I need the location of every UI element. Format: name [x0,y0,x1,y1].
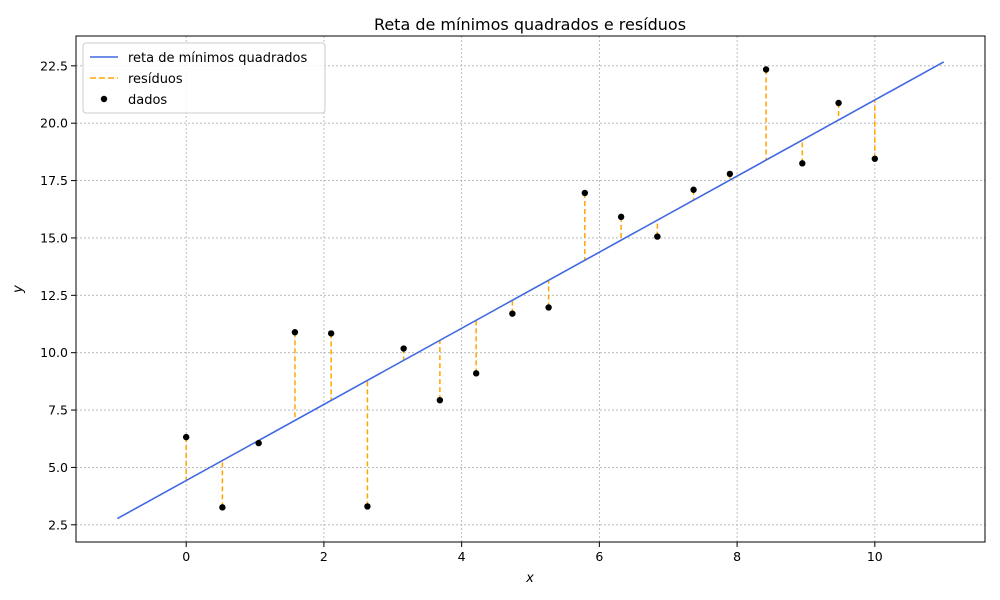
data-point [291,329,299,336]
x-tick-label: 8 [733,549,741,564]
fit-line-group [116,61,945,520]
y-tick-label: 22.5 [40,58,68,73]
data-point [654,233,661,240]
data-point [327,330,335,337]
legend: reta de mínimos quadrados resíduos dados [82,42,326,114]
data-point [799,160,806,167]
data-point [581,189,589,197]
data-point [835,99,842,107]
data-point [509,310,516,317]
x-tick-label: 6 [595,549,603,564]
y-tick-label: 20.0 [40,116,68,131]
data-point [726,170,734,178]
chart-title: Reta de mínimos quadrados e resíduos [374,15,686,34]
y-tick-label: 5.0 [48,460,68,475]
data-point [617,213,625,221]
y-tick-label: 7.5 [48,403,68,418]
y-tick-label: 17.5 [40,173,68,188]
data-point [762,66,770,73]
legend-label-data: dados [128,93,167,108]
data-point [182,433,190,441]
legend-label-residuals: resíduos [128,72,183,87]
x-tick-label: 0 [182,549,190,564]
residuals [185,69,876,508]
data-point [472,370,480,377]
y-axis-title: y [11,285,26,294]
y-tick-label: 2.5 [48,517,68,532]
data-point [871,155,879,162]
data-point [219,504,226,511]
plot-frame [75,35,986,543]
data-point [364,503,371,510]
y-ticks: 2.5 5.0 7.5 10.0 12.5 15.0 17.5 20.0 22.5 [40,58,76,532]
data-point [545,304,552,311]
x-tick-label: 2 [320,549,328,564]
y-tick-label: 10.0 [40,345,68,360]
legend-label-fit-line: reta de mínimos quadrados [128,51,308,66]
y-tick-label: 15.0 [40,230,68,245]
data-point [690,186,697,193]
data-point [255,439,262,447]
legend-point-swatch [100,95,108,103]
legend-box [82,42,326,114]
x-tick-label: 10 [867,549,883,564]
points [182,66,879,511]
fit-line [116,61,945,520]
x-tick-label: 4 [458,549,466,564]
x-ticks: 0 2 4 6 8 10 [182,542,883,564]
x-axis-title: x [525,571,534,586]
data-point [436,396,444,404]
y-tick-label: 12.5 [40,288,68,303]
data-point [400,345,407,352]
